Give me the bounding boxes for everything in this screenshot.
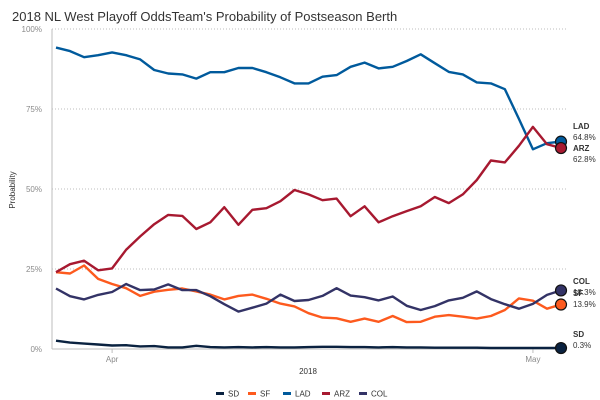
x-axis: Apr May	[106, 349, 541, 364]
y-tick-label: 75%	[26, 105, 42, 114]
legend-swatch	[248, 392, 256, 395]
legend-label: SD	[228, 390, 239, 399]
y-axis: 0% 25% 50% 75% 100%	[22, 25, 42, 354]
series-lines	[55, 46, 562, 350]
grid-lines	[52, 28, 566, 270]
legend-item-lad[interactable]: LAD	[283, 390, 311, 399]
endpoint-marker-arz[interactable]	[554, 141, 568, 155]
x-tick-label: May	[525, 355, 540, 364]
y-tick-label: 25%	[26, 265, 42, 274]
endpoint-value-label: 13.9%	[573, 300, 596, 309]
chart-title: 2018 NL West Playoff OddsTeam's Probabil…	[12, 9, 397, 24]
endpoint-marker-sf[interactable]	[554, 298, 568, 311]
series-endpoints: SD 0.3% SF 13.9% LAD 64.8% ARZ 62.8% COL 18.3%	[554, 122, 596, 355]
y-tick-label: 50%	[26, 185, 42, 194]
legend-item-sd[interactable]: SD	[216, 390, 239, 399]
endpoint-marker-col[interactable]	[554, 284, 568, 297]
endpoint-marker-sd[interactable]	[554, 341, 568, 355]
endpoint-team-label: LAD	[573, 122, 590, 131]
y-tick-label: 100%	[22, 25, 42, 34]
legend-label: LAD	[295, 390, 311, 399]
endpoint-team-label: SD	[573, 330, 584, 339]
endpoint-value-label: 0.3%	[573, 341, 591, 350]
endpoint-value-label: 64.8%	[573, 133, 596, 142]
series-line-col	[55, 282, 562, 313]
endpoint-team-label: SF	[573, 289, 583, 298]
legend-swatch	[216, 392, 224, 395]
y-axis-label: Probability	[8, 171, 17, 208]
legend-item-col[interactable]: COL	[359, 390, 388, 399]
series-line-arz	[55, 125, 562, 274]
endpoint-value-label: 18.3%	[573, 288, 596, 297]
legend-swatch	[359, 392, 367, 395]
legend-swatch	[283, 392, 291, 395]
legend-label: SF	[260, 390, 270, 399]
series-line-sd	[55, 339, 561, 350]
legend-item-sf[interactable]: SF	[248, 390, 270, 399]
x-axis-label: 2018	[299, 367, 317, 376]
legend: SD SF LAD ARZ COL	[216, 390, 388, 399]
endpoint-value-label: 62.8%	[573, 155, 596, 164]
endpoint-team-label: ARZ	[573, 144, 590, 153]
endpoint-team-label: COL	[573, 277, 590, 286]
x-tick-label: Apr	[106, 355, 119, 364]
legend-label: ARZ	[334, 390, 350, 399]
series-line-sf	[55, 264, 562, 324]
legend-item-arz[interactable]: ARZ	[322, 390, 350, 399]
legend-swatch	[322, 392, 330, 395]
series-line-lad	[55, 46, 562, 151]
legend-label: COL	[371, 390, 388, 399]
y-tick-label: 0%	[30, 345, 42, 354]
